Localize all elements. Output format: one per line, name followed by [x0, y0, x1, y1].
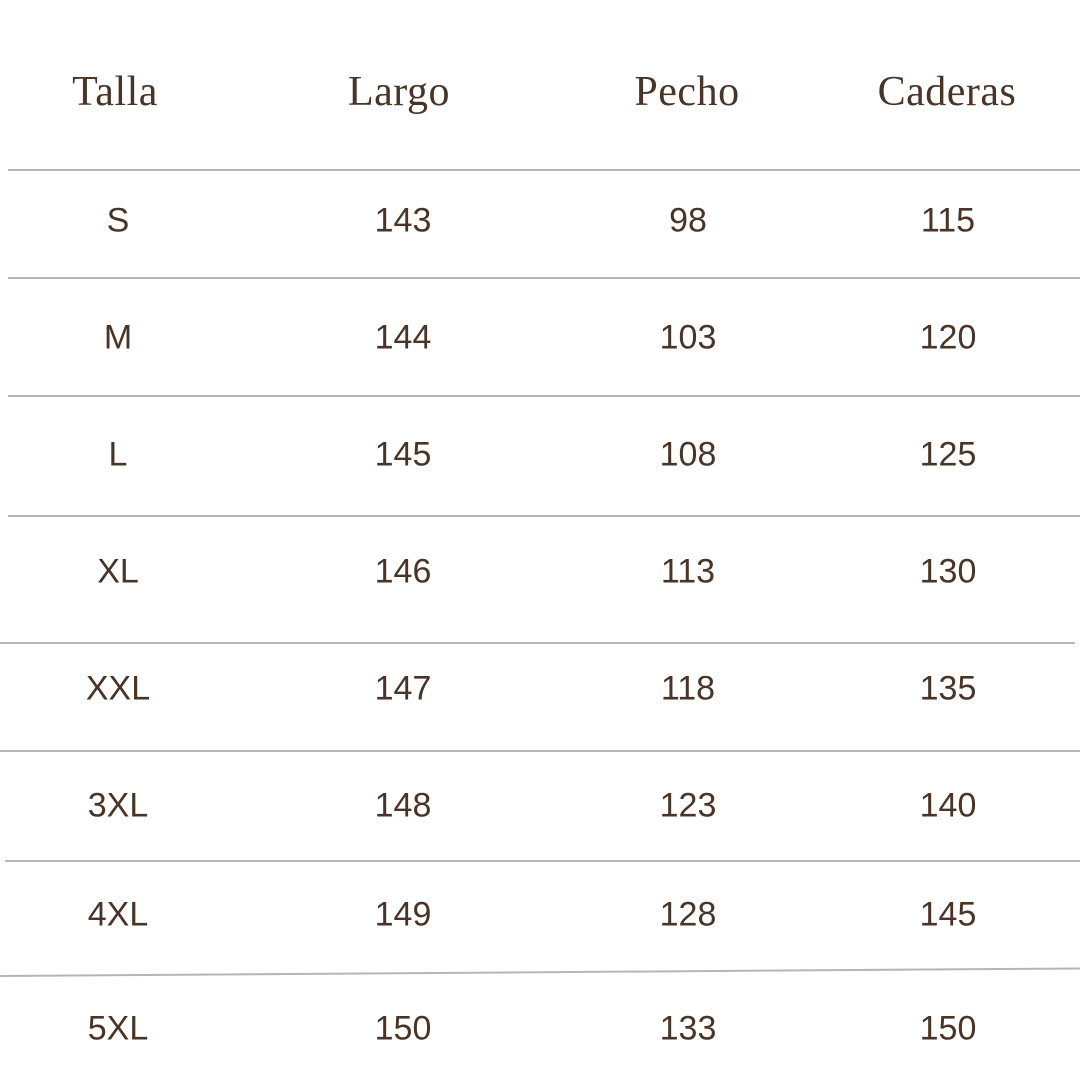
cell-largo: 144	[374, 318, 432, 357]
row-divider	[8, 395, 1080, 397]
row-divider	[8, 169, 1080, 171]
cell-caderas: 130	[919, 552, 977, 591]
header-caderas: Caderas	[877, 69, 1017, 115]
cell-largo: 143	[374, 201, 432, 240]
cell-talla: XL	[97, 552, 139, 591]
cell-largo: 150	[374, 1009, 432, 1048]
cell-pecho: 123	[659, 786, 717, 825]
cell-largo: 146	[374, 552, 432, 591]
cell-pecho: 108	[659, 435, 717, 474]
cell-talla: 3XL	[87, 786, 149, 825]
header-largo: Largo	[347, 69, 451, 115]
row-divider	[8, 277, 1080, 279]
cell-largo: 149	[374, 895, 432, 934]
row-divider	[8, 515, 1080, 517]
cell-caderas: 135	[919, 669, 977, 708]
cell-caderas: 150	[919, 1009, 977, 1048]
cell-caderas: 145	[919, 895, 977, 934]
cell-pecho: 103	[659, 318, 717, 357]
cell-caderas: 120	[919, 318, 977, 357]
cell-talla: XXL	[85, 669, 151, 708]
cell-pecho: 118	[660, 669, 716, 708]
cell-talla: S	[106, 201, 130, 240]
cell-talla: L	[108, 435, 128, 474]
cell-pecho: 128	[659, 895, 717, 934]
cell-pecho: 133	[659, 1009, 717, 1048]
cell-talla: M	[103, 318, 133, 357]
row-divider	[0, 750, 1080, 752]
cell-caderas: 125	[919, 435, 977, 474]
cell-caderas: 140	[919, 786, 977, 825]
header-pecho: Pecho	[634, 69, 740, 115]
cell-pecho: 98	[669, 201, 707, 240]
row-divider	[0, 642, 1075, 644]
header-talla: Talla	[72, 69, 158, 115]
cell-talla: 4XL	[87, 895, 149, 934]
cell-largo: 148	[374, 786, 432, 825]
cell-largo: 145	[374, 435, 432, 474]
row-divider	[5, 860, 1080, 862]
cell-pecho: 113	[660, 552, 716, 591]
cell-caderas: 115	[920, 201, 976, 240]
cell-talla: 5XL	[87, 1009, 149, 1048]
cell-largo: 147	[374, 669, 432, 708]
row-divider	[0, 967, 1080, 977]
